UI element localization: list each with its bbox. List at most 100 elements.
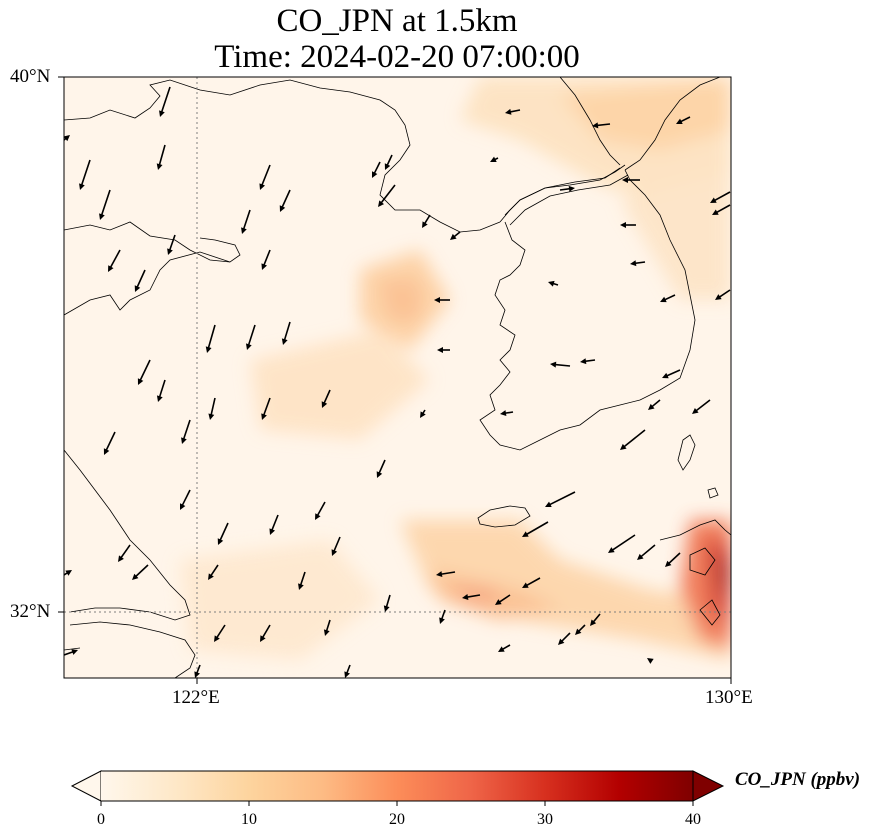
wind-arrow-shaft: [525, 521, 549, 536]
lat-label-40: 40°N: [10, 66, 51, 87]
wind-arrow-shaft: [207, 324, 216, 350]
wind-arrow-shaft: [109, 249, 121, 269]
wind-arrow-head: [550, 361, 557, 368]
wind-arrow-head: [436, 571, 443, 578]
colorbar-extend-max: [692, 770, 725, 802]
wind-arrow-shaft: [694, 399, 711, 413]
wind-arrow-head: [167, 248, 173, 255]
wind-arrow-shaft: [639, 544, 656, 559]
wind-arrow-head: [637, 553, 644, 560]
wind-arrow-head: [261, 413, 267, 420]
wind-arrow-shaft: [560, 632, 571, 643]
map-title-line2: Time: 2024-02-20 07:00:00: [214, 39, 580, 75]
wind-arrow-shaft: [182, 419, 191, 441]
wind-arrow-shaft: [262, 249, 271, 267]
wind-arrow-shaft: [139, 359, 151, 382]
wind-arrow-head: [241, 227, 247, 234]
wind-arrow-head: [647, 658, 654, 664]
wind-arrow-head: [575, 628, 582, 635]
wind-arrow-head: [208, 573, 214, 580]
wind-arrow-shaft: [280, 189, 291, 209]
wind-arrow-shaft: [610, 534, 636, 552]
wind-arrow-shaft: [210, 397, 216, 417]
wind-arrow-head: [279, 205, 286, 212]
wind-arrow-head: [568, 185, 575, 192]
wind-arrow-head: [108, 265, 114, 272]
wind-arrow-head: [384, 163, 391, 170]
wind-arrow-head: [420, 411, 426, 418]
wind-arrow-shaft: [134, 564, 149, 578]
wind-arrow-shaft: [119, 544, 131, 560]
wind-arrow-head: [64, 135, 70, 142]
wind-arrow-head: [712, 209, 719, 215]
wind-arrow-head: [648, 403, 655, 410]
wind-arrow-head: [194, 671, 200, 678]
wind-arrow-shaft: [316, 501, 326, 517]
wind-arrow-head: [437, 347, 443, 353]
wind-arrow-head: [522, 582, 529, 588]
wind-arrow-shaft: [385, 154, 393, 167]
wind-arrow-head: [118, 555, 124, 562]
wind-arrow-head: [205, 346, 212, 353]
wind-arrow-head: [548, 280, 555, 287]
colorbar-tick-0: 0: [97, 811, 105, 828]
wind-arrow-shaft: [715, 204, 731, 214]
wind-arrow-head: [422, 221, 428, 228]
wind-arrow-head: [692, 407, 699, 414]
wind-arrow-shaft: [385, 594, 391, 609]
wind-arrow-shaft: [270, 514, 279, 532]
wind-arrow-head: [281, 338, 288, 345]
wind-arrow-shaft: [325, 619, 331, 633]
wind-arrow-head: [132, 573, 139, 580]
wind-arrow-head: [500, 410, 507, 417]
wind-arrow-head: [590, 619, 597, 626]
wind-arrow-shaft: [553, 363, 571, 367]
wind-arrow-head: [331, 549, 338, 556]
wind-arrow-shaft: [242, 209, 251, 231]
wind-arrow-shaft: [262, 397, 271, 417]
wind-arrow-shaft: [218, 522, 229, 542]
wind-arrow-shaft: [260, 164, 271, 187]
wind-arrow-shaft: [663, 294, 676, 302]
wind-arrow-shaft: [299, 571, 306, 587]
wind-arrow-head: [71, 649, 78, 655]
wind-arrow-head: [383, 605, 390, 612]
wind-arrow-shaft: [261, 624, 271, 639]
wind-arrow-head: [608, 547, 615, 553]
colorbar-gradient: [101, 771, 693, 801]
wind-arrow-head: [180, 503, 186, 510]
wind-arrow-head: [378, 200, 385, 207]
wind-arrow-shaft: [439, 571, 456, 576]
wind-arrow-shaft: [373, 161, 381, 175]
wind-arrow-shaft: [548, 491, 576, 506]
wind-arrow-head: [208, 413, 215, 420]
wind-arrow-head: [261, 263, 268, 270]
axis-ticks: [58, 76, 732, 684]
wind-arrow-head: [622, 177, 628, 183]
gridlines: [64, 77, 731, 678]
wind-arrow-shaft: [713, 191, 731, 202]
wind-arrow-head: [434, 297, 440, 303]
wind-arrow-shaft: [100, 189, 111, 217]
wind-arrow-shaft: [209, 564, 219, 578]
wind-arrow-head: [159, 110, 165, 117]
wind-arrow-shaft: [181, 489, 191, 507]
wind-arrow-head: [505, 108, 512, 115]
map-frame: [63, 76, 732, 679]
wind-arrow-head: [323, 629, 330, 636]
wind-arrow-head: [676, 118, 683, 124]
wind-arrow-shaft: [168, 234, 176, 252]
wind-arrow-shaft: [332, 536, 341, 553]
lon-label-122: 122°E: [172, 687, 220, 708]
wind-arrow-head: [580, 358, 587, 365]
wind-arrow-head: [715, 294, 722, 300]
wind-arrow-head: [298, 583, 304, 590]
wind-arrow-head: [662, 372, 669, 379]
map-title-line1: CO_JPN at 1.5km: [276, 3, 518, 39]
wind-arrow-head: [79, 183, 85, 190]
wind-arrow-head: [214, 635, 220, 642]
wind-arrow-shaft: [665, 369, 681, 378]
wind-arrow-head: [620, 443, 627, 450]
wind-vectors: [64, 86, 731, 678]
